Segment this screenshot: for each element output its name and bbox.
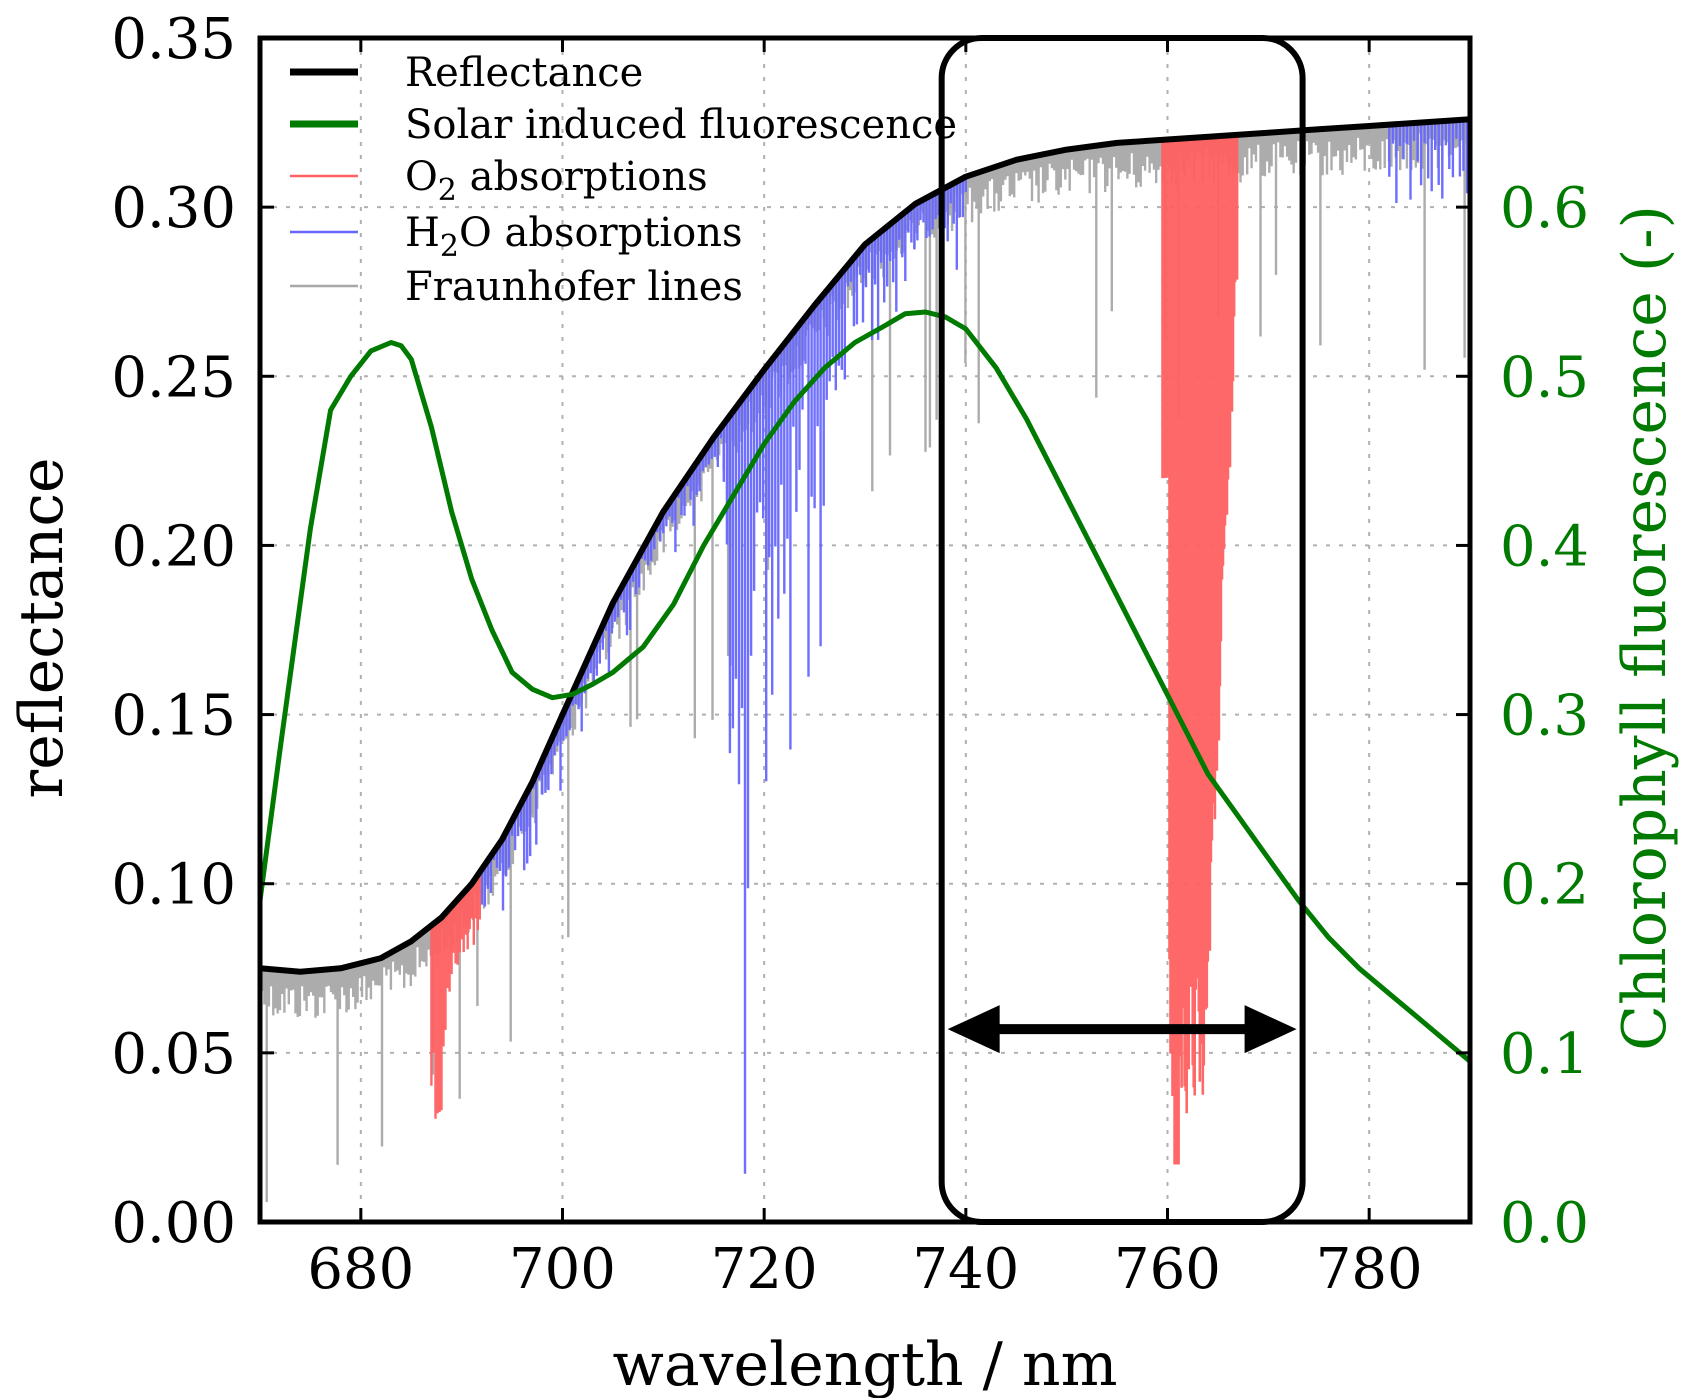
x-tick-label: 700 xyxy=(509,1237,616,1302)
series-lines xyxy=(257,116,1472,1064)
legend-label-fluorescence: Solar induced fluorescence xyxy=(405,102,957,148)
y-tick-label: 0.35 xyxy=(111,7,236,72)
arrow-head-right xyxy=(1244,1005,1297,1054)
legend: Reflectance Solar induced fluorescence O… xyxy=(290,50,957,310)
y-right-tick-label: 0.3 xyxy=(1500,684,1589,749)
y-axis-title: reflectance xyxy=(7,458,77,799)
x-tick-label: 740 xyxy=(912,1237,1019,1302)
y-tick-label: 0.15 xyxy=(111,684,236,749)
plot-frame xyxy=(257,35,1473,1225)
legend-label-reflectance: Reflectance xyxy=(405,50,643,96)
y-right-tick-label: 0.2 xyxy=(1500,853,1589,918)
o2-absorptions-b xyxy=(430,872,481,1119)
y-right-tick-label: 0.4 xyxy=(1500,514,1589,579)
annotations xyxy=(938,35,1306,1225)
y-right-tick-label: 0.1 xyxy=(1500,1022,1589,1087)
y-right-tick-label: 0.0 xyxy=(1500,1191,1589,1256)
fluorescence-line xyxy=(257,309,1472,1064)
y-tick-label: 0.05 xyxy=(111,1022,236,1087)
x-tick-label: 760 xyxy=(1114,1237,1221,1302)
y-tick-label: 0.25 xyxy=(111,345,236,410)
x-tick-label: 780 xyxy=(1316,1237,1423,1302)
axis-ticks: 680 700 720 740 760 780 0.00 0.05 0.10 0.15 0.20 0.… xyxy=(111,7,1589,1302)
y-tick-label: 0.20 xyxy=(111,514,236,579)
h2o-absorptions-2 xyxy=(1388,119,1469,203)
x-tick-label: 680 xyxy=(307,1237,414,1302)
x-tick-label: 720 xyxy=(711,1237,818,1302)
legend-label-fraunhofer: Fraunhofer lines xyxy=(405,264,743,310)
x-axis-title: wavelength / nm xyxy=(613,1330,1118,1398)
o2-absorptions-a xyxy=(1161,134,1239,1165)
reflectance-line xyxy=(259,116,1471,975)
h2o-absorptions xyxy=(480,176,967,1174)
legend-label-o2: O2 absorptions xyxy=(405,154,708,208)
y-axis-right-title: Chlorophyll fluorescence (-) xyxy=(1610,205,1680,1051)
legend-label-h2o: H2O absorptions xyxy=(405,210,743,264)
y-tick-label: 0.00 xyxy=(111,1191,236,1256)
y-tick-label: 0.30 xyxy=(111,176,236,241)
y-tick-label: 0.10 xyxy=(111,853,236,918)
y-right-tick-label: 0.5 xyxy=(1500,345,1589,410)
arrow-head-left xyxy=(947,1005,1000,1054)
y-right-tick-label: 0.6 xyxy=(1500,176,1589,241)
